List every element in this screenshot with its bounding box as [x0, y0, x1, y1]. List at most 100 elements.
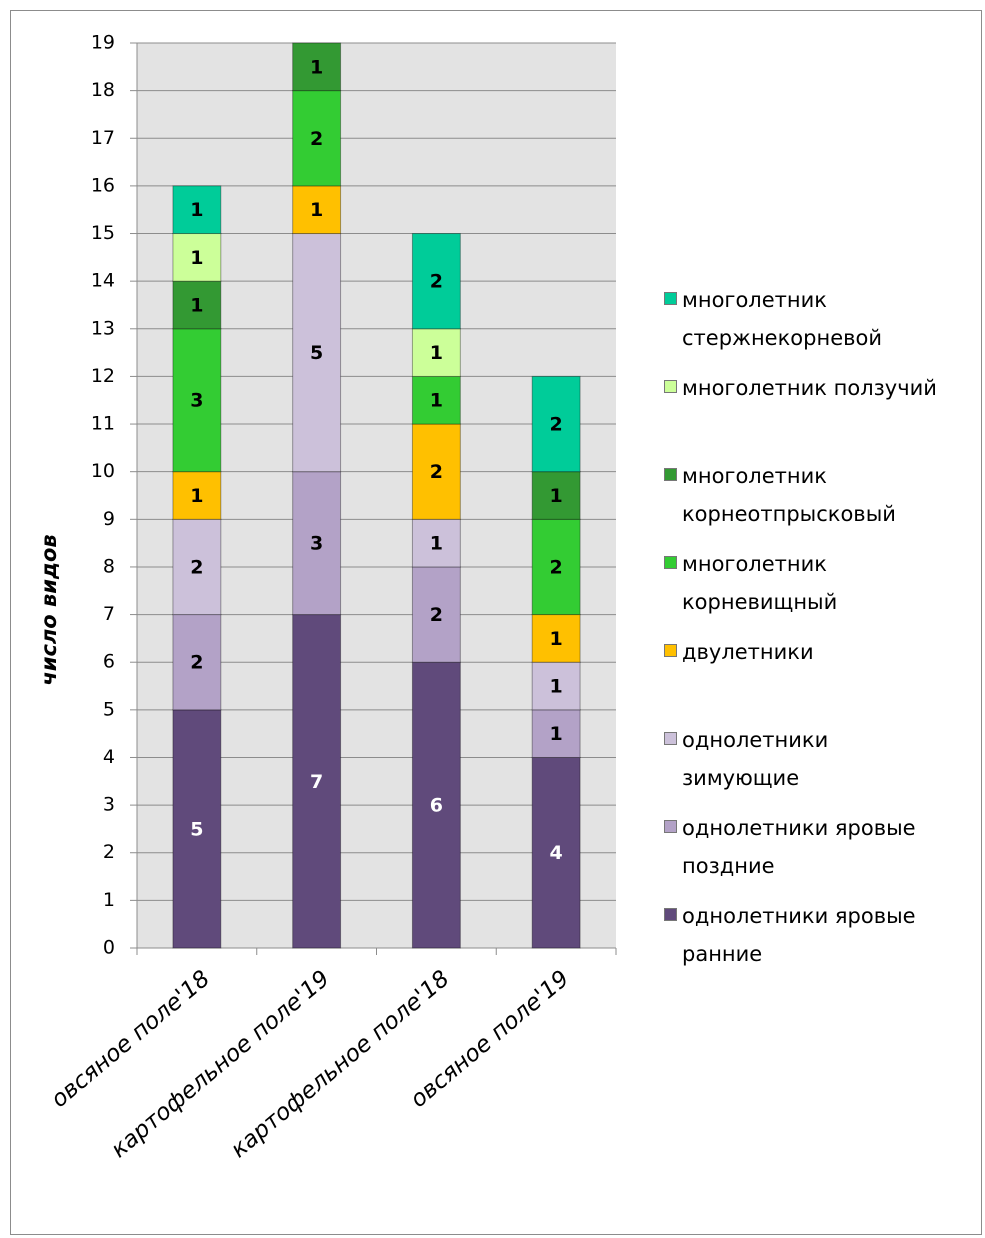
- data-label: 2: [310, 128, 323, 150]
- data-label: 2: [550, 556, 563, 578]
- data-label: 1: [550, 676, 563, 698]
- bar-segment: [292, 42, 342, 92]
- data-label: 1: [310, 199, 323, 221]
- data-label: 1: [550, 485, 563, 507]
- legend-swatch: [664, 820, 677, 833]
- data-label: 1: [310, 56, 323, 78]
- bar-segment: [531, 518, 581, 616]
- legend-swatch: [664, 908, 677, 921]
- bar-segment: [172, 185, 222, 235]
- y-tick-label: 15: [91, 222, 115, 244]
- legend-label: многолетник стержнекорневой: [682, 288, 882, 350]
- legend-swatch: [664, 292, 677, 305]
- legend-item: многолетник ползучий: [664, 369, 964, 407]
- data-label: 1: [190, 294, 203, 316]
- bar-segment: [411, 233, 461, 330]
- y-tick-label: 11: [91, 413, 115, 435]
- bar-segment: [172, 280, 222, 330]
- data-label: 2: [190, 556, 203, 578]
- y-tick-label: 13: [91, 317, 115, 339]
- legend-item: многолетник корнеотпрысковый: [664, 457, 964, 533]
- y-tick-label: 3: [103, 794, 115, 816]
- chart-frame: [10, 10, 982, 1235]
- data-label: 1: [550, 628, 563, 650]
- bar-segment: [531, 375, 581, 473]
- bar-segment: [531, 756, 581, 949]
- data-label: 1: [190, 485, 203, 507]
- legend-label: двулетники: [682, 640, 814, 664]
- y-tick-label: 6: [103, 651, 115, 673]
- legend-item: однолетники яровые поздние: [664, 809, 964, 885]
- legend-swatch: [664, 380, 677, 393]
- data-label: 1: [190, 199, 203, 221]
- data-label: 2: [190, 652, 203, 674]
- legend-swatch: [664, 468, 677, 481]
- y-tick-label: 17: [91, 127, 115, 149]
- bar-segment: [172, 233, 222, 282]
- data-label: 3: [190, 390, 203, 412]
- legend-item: многолетник корневищный: [664, 545, 964, 621]
- bar-segment: [531, 614, 581, 663]
- bar-segment: [411, 661, 461, 949]
- y-tick-label: 16: [91, 174, 115, 196]
- legend-label: однолетники яровые ранние: [682, 904, 916, 966]
- data-label: 2: [550, 414, 563, 436]
- y-tick-label: 5: [103, 698, 115, 720]
- y-tick-label: 14: [91, 270, 115, 292]
- y-tick-label: 1: [103, 889, 115, 911]
- legend-swatch: [664, 644, 677, 657]
- y-tick-label: 19: [91, 32, 115, 54]
- y-tick-label: 12: [91, 365, 115, 387]
- legend-item: однолетники зимующие: [664, 721, 964, 797]
- data-label: 1: [430, 533, 443, 555]
- legend-item: однолетники яровые ранние: [664, 897, 964, 973]
- data-label: 1: [430, 342, 443, 364]
- data-label: 2: [430, 271, 443, 293]
- data-label: 1: [430, 390, 443, 412]
- x-tick-label: картофельное поле'18: [226, 966, 454, 1163]
- legend-item: двулетники: [664, 633, 964, 671]
- legend-swatch: [664, 556, 677, 569]
- data-label: 2: [430, 604, 443, 626]
- y-tick-label: 18: [91, 79, 115, 101]
- y-tick-label: 7: [103, 603, 115, 625]
- bar-segment: [411, 375, 461, 425]
- legend-item: многолетник стержнекорневой: [664, 281, 964, 357]
- bar-segment: [292, 614, 342, 949]
- bar-segment: [172, 518, 222, 616]
- data-label: 5: [190, 818, 203, 840]
- bar-segment: [531, 661, 581, 711]
- data-label: 7: [310, 771, 323, 793]
- y-tick-label: 0: [103, 937, 115, 959]
- data-label: 1: [190, 247, 203, 269]
- legend-label: однолетники зимующие: [682, 728, 829, 790]
- bar-segment: [411, 518, 461, 568]
- bar-segment: [172, 614, 222, 711]
- x-tick-label: картофельное поле'19: [106, 966, 334, 1163]
- y-axis-label: число видов: [37, 534, 61, 685]
- bar-segment: [172, 328, 222, 473]
- data-label: 6: [430, 795, 443, 817]
- y-tick-label: 10: [91, 460, 115, 482]
- data-label: 5: [310, 342, 323, 364]
- data-label: 1: [550, 723, 563, 745]
- bar-segment: [292, 185, 342, 235]
- y-tick-label: 4: [103, 746, 115, 768]
- legend-label: многолетник корнеотпрысковый: [682, 464, 896, 526]
- y-tick-label: 9: [103, 508, 115, 530]
- bar-segment: [292, 233, 342, 473]
- bar-segment: [292, 90, 342, 187]
- data-label: 4: [550, 842, 563, 864]
- legend-swatch: [664, 732, 677, 745]
- y-tick-label: 8: [103, 555, 115, 577]
- bar-segment: [411, 328, 461, 377]
- bar-segment: [172, 709, 222, 949]
- legend-label: однолетники яровые поздние: [682, 816, 916, 878]
- bar-segment: [531, 471, 581, 520]
- data-label: 2: [430, 461, 443, 483]
- data-label: 3: [310, 533, 323, 555]
- legend-label: многолетник ползучий: [682, 376, 937, 400]
- y-tick-label: 2: [103, 841, 115, 863]
